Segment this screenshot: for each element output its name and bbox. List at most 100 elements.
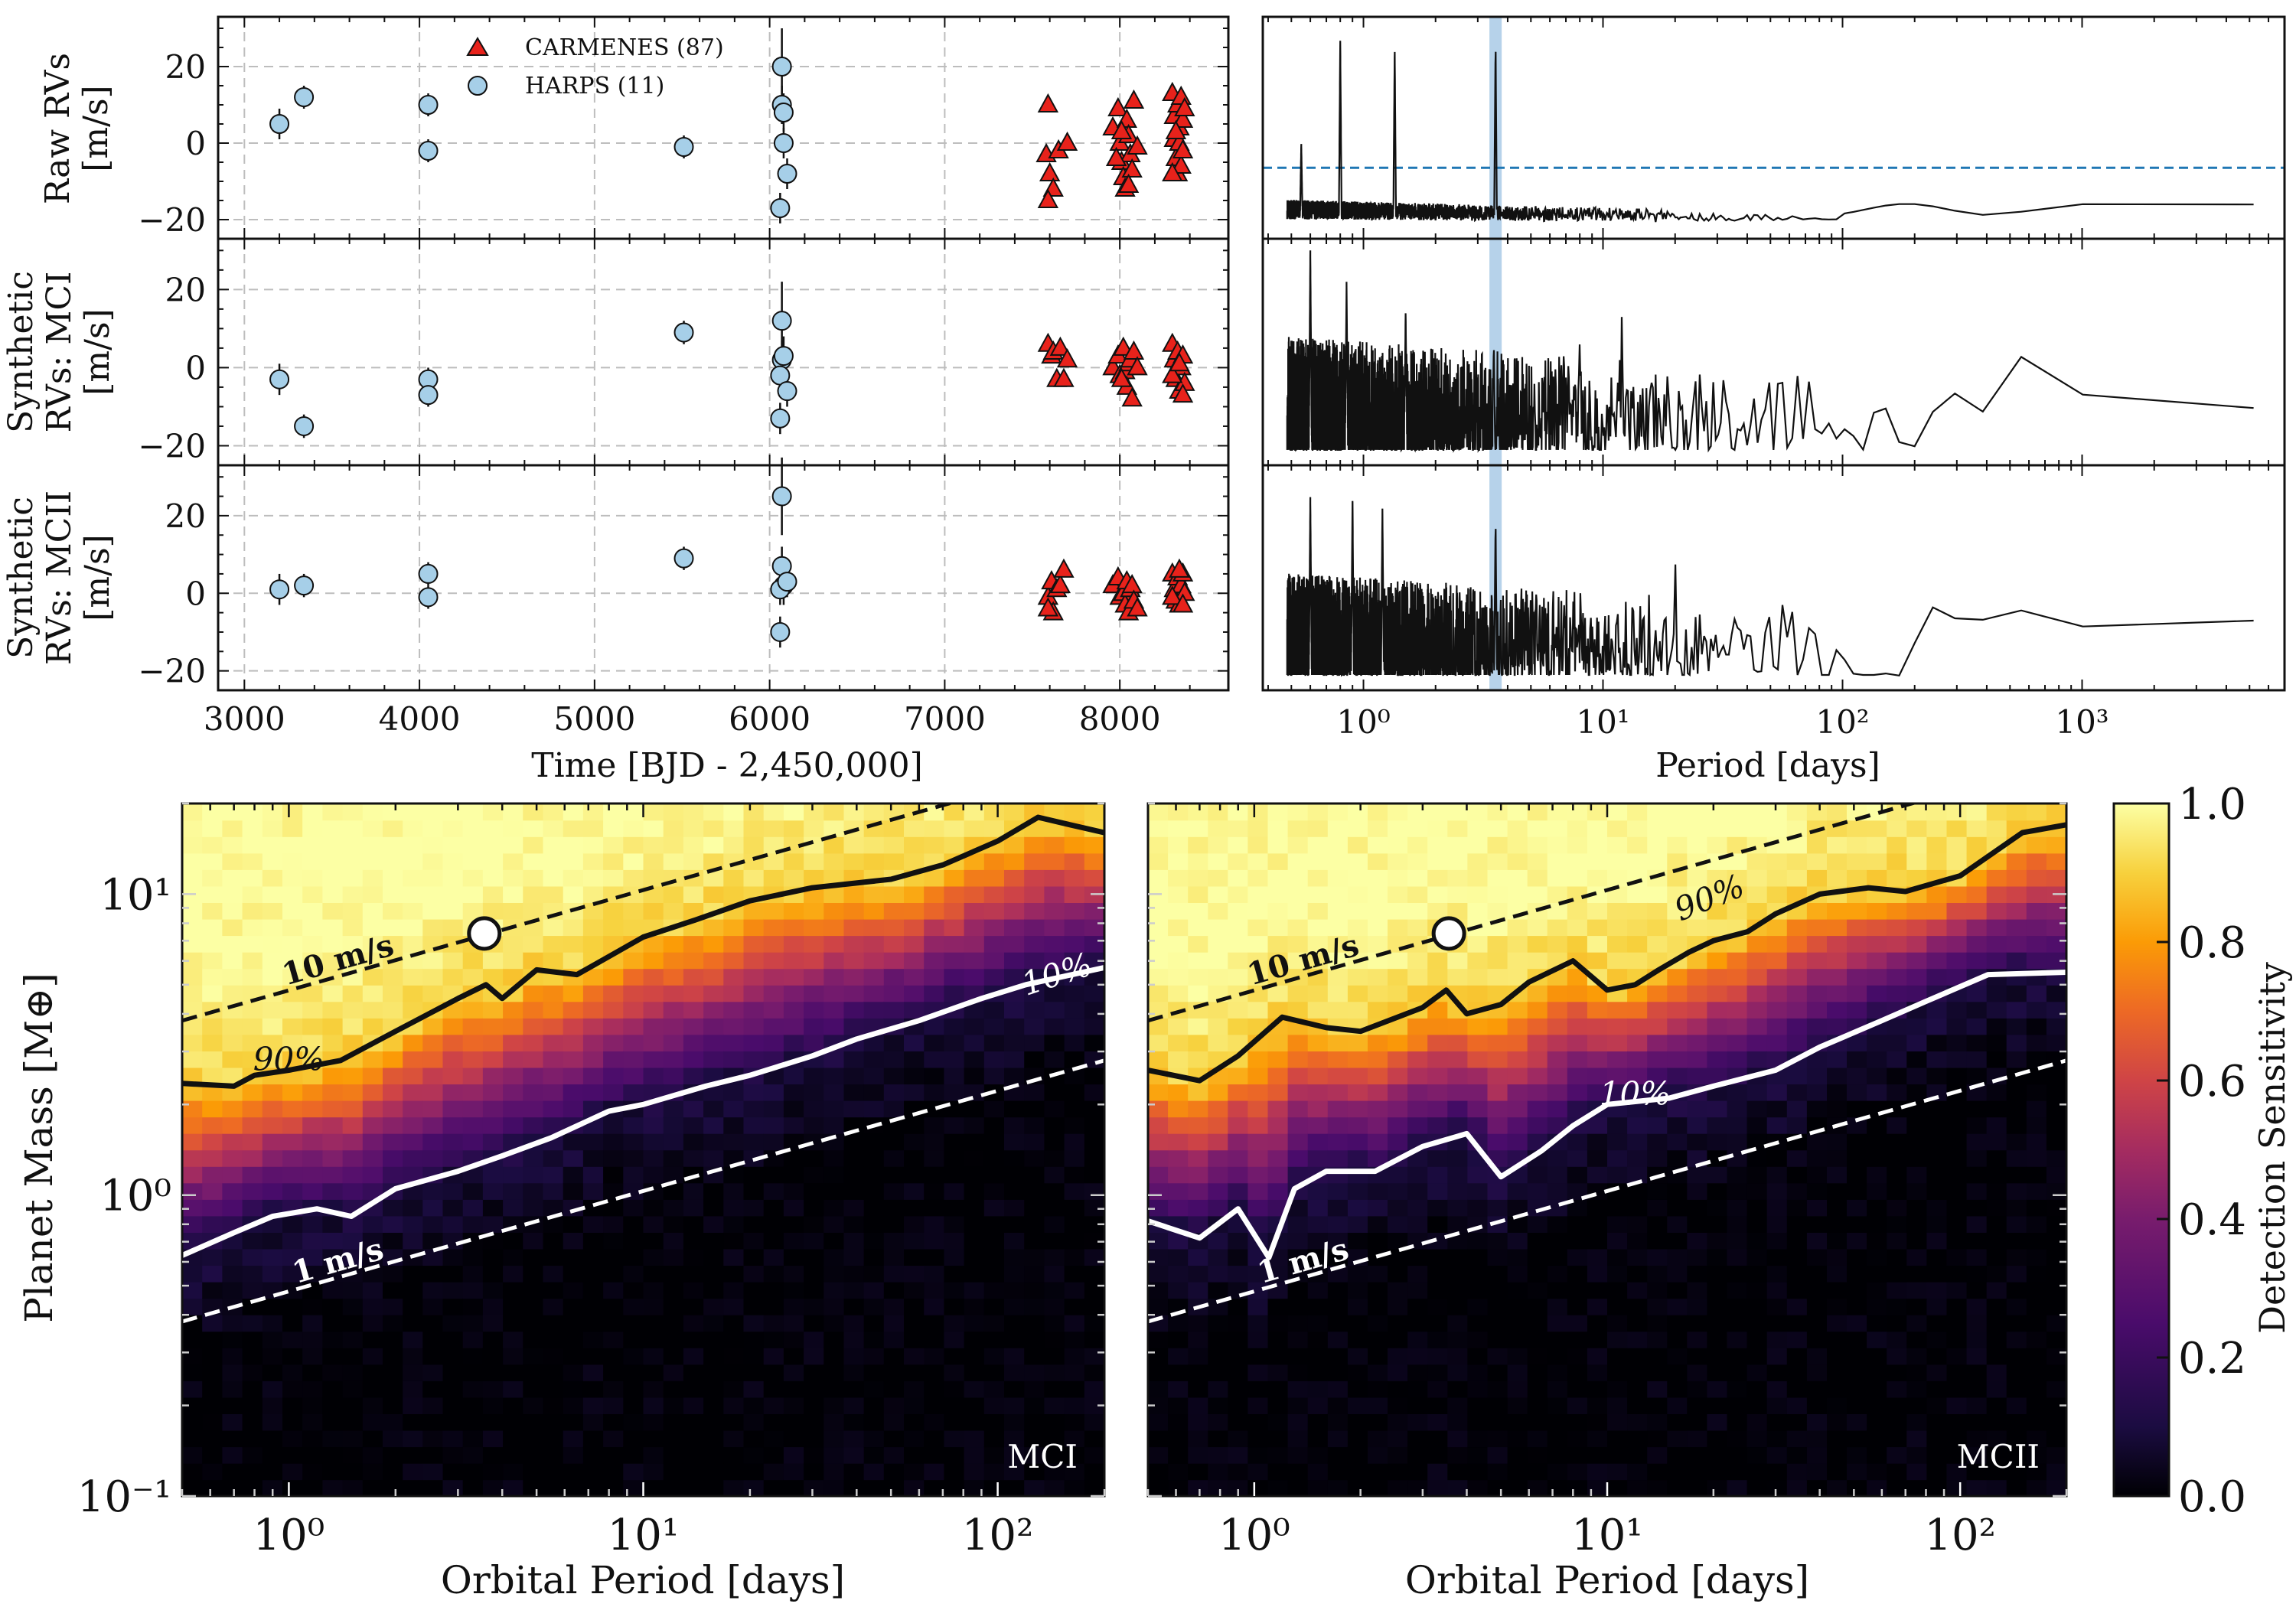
heatmap-cell (623, 1166, 644, 1184)
heatmap-cell (1806, 1166, 1828, 1184)
heatmap-cell (262, 918, 283, 937)
heatmap-cell (1368, 1034, 1388, 1051)
heatmap-cell (1467, 985, 1489, 1002)
heatmap-cell (1267, 902, 1289, 920)
heatmap-cell (983, 951, 1005, 970)
heatmap-cell (582, 1397, 604, 1414)
heatmap-cell (1388, 1116, 1408, 1134)
heatmap-cell (1188, 1315, 1209, 1332)
heatmap-cell (944, 804, 965, 821)
heatmap-cell (1966, 1380, 1988, 1398)
heatmap-cell (1228, 1348, 1249, 1365)
heatmap-cell (944, 1281, 965, 1299)
heatmap-cell (623, 1265, 644, 1283)
heatmap-cell (603, 1084, 625, 1101)
heatmap-cell (2046, 902, 2066, 920)
heatmap-cell (1827, 1397, 1848, 1414)
heatmap-cell (202, 1116, 223, 1134)
heatmap-cell (1327, 1084, 1349, 1101)
heatmap-cell (1427, 1298, 1449, 1315)
heatmap-cell (503, 1116, 524, 1134)
heatmap-cell (1766, 1479, 1788, 1496)
heatmap-cell (403, 1001, 424, 1019)
heatmap-cell (1607, 1429, 1628, 1448)
heatmap-cell (503, 820, 524, 837)
heatmap-cell (1228, 1051, 1249, 1068)
heatmap-cell (1867, 1380, 1887, 1398)
heatmap-cell (703, 1232, 725, 1250)
heatmap-cell (1427, 804, 1449, 821)
heatmap-cell (1347, 852, 1368, 870)
contour-90 (182, 814, 1104, 1089)
heatmap-cell (603, 1479, 625, 1496)
heatmap-cell (383, 935, 403, 953)
heatmap-cell (683, 1034, 704, 1051)
heatmap-cell (403, 1265, 424, 1283)
heatmap-cell (1347, 1265, 1368, 1283)
heatmap-cell (1307, 1232, 1329, 1250)
heatmap-cell (222, 1429, 243, 1448)
heatmap-cell (262, 1281, 283, 1299)
heatmap-cell (1208, 1380, 1229, 1398)
heatmap-cell (1766, 1364, 1788, 1381)
heatmap-cell (823, 1067, 845, 1085)
heatmap-cell (1806, 1479, 1828, 1496)
heatmap-cell (1064, 1051, 1085, 1068)
heatmap-cell (2046, 804, 2066, 821)
heatmap-cell (1966, 1067, 1988, 1085)
heatmap-cell (362, 1281, 383, 1299)
heatmap-cell (1547, 1281, 1568, 1299)
heatmap-cell (1247, 951, 1269, 970)
heatmap-cell (582, 1034, 604, 1051)
heatmap-cell (523, 885, 544, 903)
heatmap-cell (1587, 804, 1608, 821)
heatmap-cell (1587, 1018, 1608, 1035)
heatmap-cell (543, 1215, 564, 1233)
heatmap-cell (322, 1116, 344, 1134)
heatmap-cell (1427, 968, 1449, 986)
heatmap-cell (403, 885, 424, 903)
heatmap-cell (1084, 1182, 1104, 1200)
heatmap-cell (1064, 1479, 1085, 1496)
heatmap-cell (1307, 1100, 1329, 1118)
heatmap-cell (242, 1479, 263, 1496)
heatmap-cell (1906, 951, 1928, 970)
heatmap-cell (1527, 1018, 1548, 1035)
heatmap-cell (1507, 968, 1528, 986)
heatmap-cell (823, 804, 845, 821)
heatmap-cell (1687, 1281, 1708, 1299)
heatmap-cell (362, 1084, 383, 1101)
heatmap-cell (1004, 1348, 1025, 1365)
heatmap-cell (462, 1133, 484, 1151)
heatmap-cell (1447, 1100, 1469, 1118)
heatmap-cell (643, 1348, 664, 1365)
heatmap-cell (462, 1281, 484, 1299)
heatmap-cell (2006, 1315, 2027, 1332)
heatmap-cell (1004, 852, 1025, 870)
heatmap-cell (804, 1166, 825, 1184)
heatmap-cell (1806, 951, 1828, 970)
heatmap-cell (2046, 918, 2066, 937)
heatmap-cell (1926, 1133, 1948, 1151)
heatmap-cell (1228, 1232, 1249, 1250)
heatmap-cell (1707, 985, 1728, 1002)
heatmap-cell (964, 968, 985, 986)
heatmap-cell (1667, 1034, 1688, 1051)
heatmap-cell (222, 852, 243, 870)
heatmap-cell (843, 1397, 865, 1414)
heatmap-cell (1627, 1182, 1648, 1200)
heatmap-cell (643, 985, 664, 1002)
heatmap-cell (202, 1133, 223, 1151)
carmenes-point (1123, 89, 1145, 109)
heatmap-cell (1746, 1149, 1768, 1167)
heatmap-cell (1547, 1265, 1568, 1283)
heatmap-cell (1647, 902, 1668, 920)
heatmap-cell (603, 1265, 625, 1283)
heatmap-cell (1507, 951, 1528, 970)
heatmap-cell (964, 951, 985, 970)
heatmap-cell (1946, 1034, 1968, 1051)
heatmap-cell (843, 1479, 865, 1496)
heatmap-cell (904, 1166, 925, 1184)
heatmap-cell (342, 1067, 364, 1085)
heatmap-cell (1567, 1462, 1588, 1481)
